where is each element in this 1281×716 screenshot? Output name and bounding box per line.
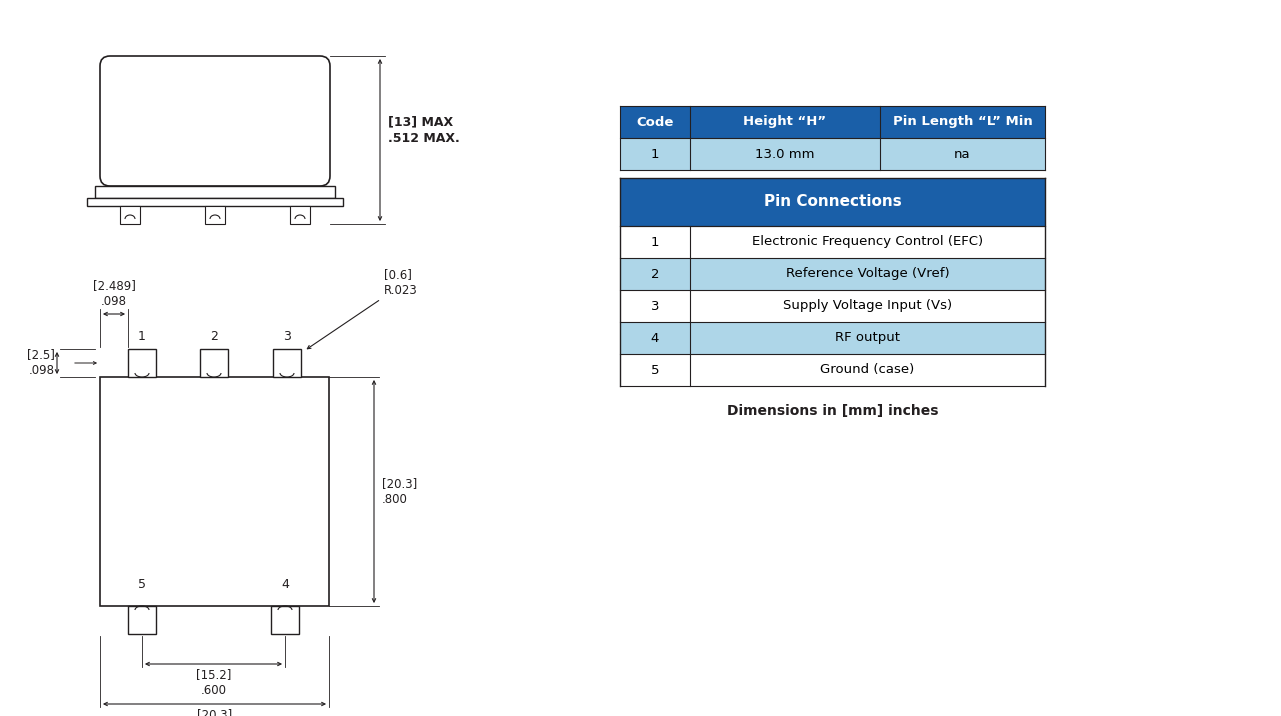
Text: 2: 2: [210, 330, 218, 343]
Text: 5: 5: [651, 364, 660, 377]
Bar: [690, 322, 1045, 354]
Text: [15.2]
.600: [15.2] .600: [196, 668, 231, 697]
FancyBboxPatch shape: [100, 56, 330, 186]
Bar: [100, 377, 329, 606]
Text: Height “H”: Height “H”: [743, 115, 826, 128]
Text: 4: 4: [651, 332, 660, 344]
Bar: [690, 258, 1045, 290]
Text: 3: 3: [651, 299, 660, 312]
Bar: [273, 349, 301, 377]
Text: [2.5]
.098: [2.5] .098: [27, 349, 55, 377]
Text: 3: 3: [283, 330, 291, 343]
Text: 4: 4: [281, 578, 290, 591]
Text: RF output: RF output: [835, 332, 901, 344]
Text: 1: 1: [138, 330, 146, 343]
Text: 13.0 mm: 13.0 mm: [756, 147, 815, 160]
Bar: [690, 106, 880, 138]
Text: 2: 2: [651, 268, 660, 281]
Bar: [120, 206, 140, 224]
Text: Dimensions in [mm] inches: Dimensions in [mm] inches: [726, 404, 938, 418]
Bar: [87, 198, 343, 206]
Text: [20.3]
.800: [20.3] .800: [197, 708, 232, 716]
Text: [13] MAX
.512 MAX.: [13] MAX .512 MAX.: [388, 115, 460, 145]
Text: 5: 5: [138, 578, 146, 591]
Bar: [290, 206, 310, 224]
Text: Reference Voltage (Vref): Reference Voltage (Vref): [785, 268, 949, 281]
Text: [20.3]
.800: [20.3] .800: [382, 477, 418, 506]
Text: Pin Connections: Pin Connections: [763, 195, 902, 210]
Bar: [620, 322, 690, 354]
Text: [2.489]
.098: [2.489] .098: [92, 279, 136, 308]
Bar: [620, 138, 690, 170]
Text: 1: 1: [651, 147, 660, 160]
Bar: [128, 606, 156, 634]
Bar: [620, 106, 690, 138]
Bar: [690, 290, 1045, 322]
Text: 1: 1: [651, 236, 660, 248]
Bar: [272, 606, 298, 634]
Bar: [620, 226, 690, 258]
Bar: [690, 226, 1045, 258]
Bar: [620, 178, 1045, 226]
Bar: [690, 138, 880, 170]
Bar: [690, 354, 1045, 386]
Bar: [200, 349, 228, 377]
Text: [0.6]
R.023: [0.6] R.023: [384, 268, 418, 297]
Text: na: na: [954, 147, 971, 160]
Bar: [880, 138, 1045, 170]
Bar: [128, 349, 156, 377]
Bar: [880, 106, 1045, 138]
Text: Supply Voltage Input (Vs): Supply Voltage Input (Vs): [783, 299, 952, 312]
Bar: [95, 186, 336, 198]
Text: Ground (case): Ground (case): [820, 364, 915, 377]
Bar: [620, 354, 690, 386]
Bar: [205, 206, 225, 224]
Text: Pin Length “L” Min: Pin Length “L” Min: [893, 115, 1032, 128]
Bar: [620, 258, 690, 290]
Text: Code: Code: [637, 115, 674, 128]
Text: Electronic Frequency Control (EFC): Electronic Frequency Control (EFC): [752, 236, 983, 248]
Bar: [620, 290, 690, 322]
